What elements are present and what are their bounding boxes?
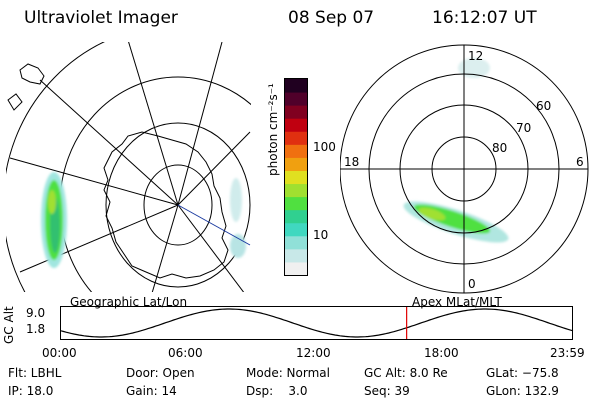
apex-caption: Apex MLat/MLT [412,295,502,309]
altitude-xtick-1200: 12:00 [296,346,331,360]
colorbar-segment [285,118,307,132]
gain-status: Gain: 14 [126,384,177,398]
instrument-title: Ultraviolet Imager [24,8,178,28]
colorbar-segment [285,170,307,185]
dsp-status: Dsp: 3.0 [246,384,308,398]
colorbar-segment [285,144,307,158]
colorbar-tick-100: 100 [313,140,336,154]
mlt-polar-plot: 12 18 6 0 60 70 80 [340,44,589,294]
geographic-caption: Geographic Lat/Lon [70,295,188,309]
aurora-emission-right [403,58,509,243]
colorbar-segment [285,131,307,145]
geo-latitude-status: GLat: −75.8 [486,366,559,380]
colorbar-segment [285,222,307,237]
gc-alt-status: GC Alt: 8.0 Re [364,366,448,380]
colorbar-unit-label: photon cm⁻²s⁻¹ [266,83,280,176]
colorbar-segment [285,105,307,119]
colorbar-segment [285,261,307,276]
sequence-status: Seq: 39 [364,384,410,398]
mode-status: Mode: Normal [246,366,330,380]
altitude-xtick-2359: 23:59 [550,346,585,360]
geographic-grid [6,42,251,292]
geographic-map [6,42,251,292]
colorbar-segment [285,209,307,224]
mlt-label-12: 12 [468,49,483,63]
mlat-label-60: 60 [536,99,551,113]
colorbar [284,78,308,276]
altitude-xtick-1800: 18:00 [424,346,459,360]
mlat-label-80: 80 [492,141,507,155]
time-label: 16:12:07 UT [432,8,537,28]
altitude-plot [60,306,574,340]
mlat-label-70: 70 [516,121,531,135]
altitude-xtick-0000: 00:00 [42,346,77,360]
aurora-emission-left [41,172,246,268]
colorbar-tick-10: 10 [313,228,329,242]
colorbar-segment [285,79,307,93]
colorbar-segment [285,235,307,250]
colorbar-segment [285,183,307,198]
colorbar-segment [285,248,307,263]
altitude-ytick-high: 9.0 [26,306,46,320]
mlt-label-0: 0 [468,277,476,291]
colorbar-segment [285,196,307,211]
altitude-ylabel: GC Alt [2,306,16,344]
filter-status: Flt: LBHL [8,366,62,380]
altitude-ytick-low: 1.8 [26,322,46,336]
date-label: 08 Sep 07 [288,8,375,28]
door-status: Door: Open [126,366,195,380]
continent-outline [103,131,229,279]
altitude-xtick-0600: 06:00 [168,346,203,360]
mlt-label-18: 18 [344,155,359,169]
ip-status: IP: 18.0 [8,384,54,398]
colorbar-segment [285,92,307,106]
geo-longitude-status: GLon: 132.9 [486,384,559,398]
mlt-label-6: 6 [576,155,584,169]
altitude-curve [60,308,574,338]
colorbar-segment [285,157,307,171]
